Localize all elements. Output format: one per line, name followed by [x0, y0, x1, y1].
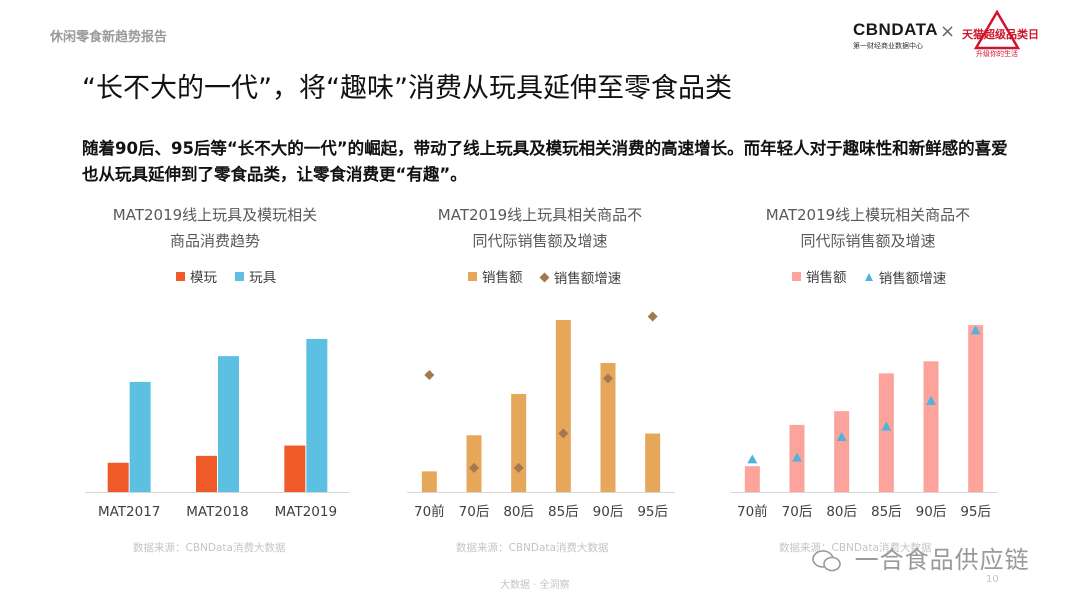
tmall-logo: 天猫超级品类日 升级你的生活	[962, 10, 1039, 58]
chart-3-x-tick-label: 95后	[960, 504, 991, 520]
page-number: 10	[986, 574, 999, 585]
chart-2-title: MAT2019线上玩具相关商品不 同代际销售额及增速	[395, 202, 685, 254]
chart-3-legend-label-1: 销售额	[806, 270, 847, 286]
chart-2-bar-销售额-85后	[555, 320, 571, 492]
chart-3-marker-95后	[970, 325, 981, 335]
chart-1-title-line-2: 商品消费趋势	[169, 232, 260, 250]
chart-3-bar-销售额-85后	[878, 373, 894, 492]
chart-2-legend-swatch-1	[468, 271, 477, 281]
chart-2-title-line-2: 同代际销售额及增速	[472, 232, 608, 250]
footer-tag: 大数据 · 全洞察	[500, 580, 570, 591]
chart-3-x-tick-label: 90后	[916, 504, 947, 520]
chart-3-source: 数据来源：CBNData消费大数据	[779, 542, 932, 554]
logo-separator: ×	[940, 21, 956, 42]
chart-1-legend-swatch-2	[235, 271, 245, 281]
chart-3-legend-item-1: 销售额	[792, 266, 847, 286]
chart-1-legend-swatch-1	[176, 271, 185, 281]
chart-1-source: 数据来源：CBNData消费大数据	[133, 542, 286, 554]
chart-1-x-tick-label: MAT2019	[275, 504, 337, 520]
chart-1-legend-item-1: 模玩	[176, 266, 217, 286]
chart-2-title-line-1: MAT2019线上玩具相关商品不	[437, 206, 643, 224]
chart-3-plot: 70前 70后 80后 85后 90后 95后	[730, 325, 998, 520]
chart-2-bar-销售额-80后	[511, 393, 527, 492]
chart-2-legend-item-1: 销售额	[468, 266, 523, 286]
chart-1-x-tick-label: MAT2018	[186, 504, 248, 520]
chart-1-legend-label-1: 模玩	[190, 270, 217, 286]
chart-2-marker-90后	[603, 373, 613, 384]
chart-3-x-tick-label: 85后	[871, 504, 902, 520]
chart-2-x-tick-label: 90后	[593, 504, 624, 520]
chart-2-source: 数据来源：CBNData消费大数据	[456, 542, 609, 554]
chart-1-title-line-1: MAT2019线上玩具及模玩相关	[112, 206, 318, 224]
chart-3-marker-70前	[747, 454, 758, 464]
chart-1-legend: 模玩 玩具	[176, 266, 290, 286]
chart-2-x-tick-label: 70前	[414, 503, 445, 520]
report-name: 休闲零食新趋势报告	[50, 30, 168, 45]
chart-3-title-line-2: 同代际销售额及增速	[800, 232, 936, 250]
chart-2-marker-70后	[469, 462, 479, 473]
chart-3-title-line-1: MAT2019线上模玩相关商品不	[765, 206, 971, 224]
wechat-icon	[812, 550, 841, 572]
chart-1-bar-玩具-MAT2018	[218, 356, 239, 492]
cbndata-logo-mark: CBNDATA	[853, 20, 939, 39]
chart-2-plot: 70前 70后 80后 85后 90后 95后	[407, 311, 675, 520]
chart-3-legend: 销售额 销售额增速	[792, 266, 960, 287]
chart-3-legend-item-2: 销售额增速	[864, 267, 947, 287]
chart-3-x-tick-label: 70后	[782, 504, 813, 520]
cbndata-logo-subtitle: 第一财经商业数据中心	[853, 42, 923, 50]
chart-1-x-tick-label: MAT2017	[98, 504, 160, 520]
chart-1-bar-模玩-MAT2019	[284, 445, 306, 492]
chart-2-x-tick-label: 85后	[548, 504, 579, 520]
chart-2-x-tick-label: 70后	[459, 504, 490, 520]
chart-3-marker-90后	[926, 395, 936, 405]
chart-2-legend-label-2: 销售额增速	[553, 271, 622, 287]
chart-2-legend: 销售额 销售额增速	[468, 266, 635, 287]
chart-2-bar-销售额-90后	[600, 363, 616, 492]
chart-1-bar-玩具-MAT2019	[306, 338, 328, 492]
chart-3-legend-triangle-icon	[864, 272, 873, 281]
tmall-logo-slogan: 升级你的生活	[976, 50, 1018, 58]
chart-1-plot: MAT2017 MAT2018 MAT2019	[85, 338, 350, 520]
page-title: “长不大的一代”，将“趣味”消费从玩具延伸至零食品类	[82, 73, 732, 104]
chart-2-marker-85后	[558, 428, 569, 439]
chart-3-bar-销售额-70前	[744, 466, 760, 492]
chart-2-legend-label-1: 销售额	[482, 270, 523, 286]
cbndata-logo: CBNDATA 第一财经商业数据中心	[853, 20, 939, 51]
chart-2-marker-95后	[647, 311, 658, 322]
intro-paragraph: 随着90后、95后等“长不大的一代”的崛起，带动了线上玩具及模玩相关消费的高速增…	[82, 139, 1008, 184]
chart-1-bar-模玩-MAT2018	[196, 455, 217, 492]
chart-3-title: MAT2019线上模玩相关商品不 同代际销售额及增速	[718, 202, 1018, 254]
watermark-text: 一合食品供应链	[854, 546, 1030, 574]
chart-3-legend-swatch-1	[792, 271, 801, 281]
watermark: 一合食品供应链	[812, 540, 1030, 575]
chart-2-bar-销售额-95后	[645, 433, 661, 492]
chart-3-x-tick-label: 70前	[737, 503, 768, 520]
chart-2-x-tick-label: 80后	[503, 504, 534, 520]
chart-1-bar-模玩-MAT2017	[107, 462, 129, 492]
chart-3-bar-销售额-90后	[923, 361, 939, 492]
chart-2-legend-item-2: 销售额增速	[539, 267, 622, 287]
chart-2-marker-80后	[513, 462, 524, 473]
chart-2-marker-70前	[424, 370, 435, 381]
chart-1-legend-item-2: 玩具	[235, 266, 276, 286]
chart-3-marker-70后	[792, 452, 802, 462]
chart-1-title: MAT2019线上玩具及模玩相关 商品消费趋势	[70, 202, 360, 254]
tmall-triangle-icon	[974, 10, 1020, 50]
chart-2-bar-销售额-70前	[421, 471, 437, 492]
chart-2-legend-diamond-icon	[539, 272, 550, 282]
chart-3-bar-销售额-95后	[968, 325, 984, 492]
chart-3-x-tick-label: 80后	[826, 504, 857, 520]
chart-3-legend-label-2: 销售额增速	[878, 270, 947, 287]
chart-1-legend-label-2: 玩具	[249, 270, 277, 286]
chart-2-x-tick-label: 95后	[637, 504, 668, 520]
chart-3-marker-80后	[836, 431, 847, 441]
chart-3-marker-85后	[881, 421, 892, 431]
chart-3-bar-销售额-80后	[834, 411, 850, 492]
chart-1-bar-玩具-MAT2017	[129, 381, 151, 492]
tmall-logo-name: 天猫超级品类日	[962, 28, 1039, 41]
